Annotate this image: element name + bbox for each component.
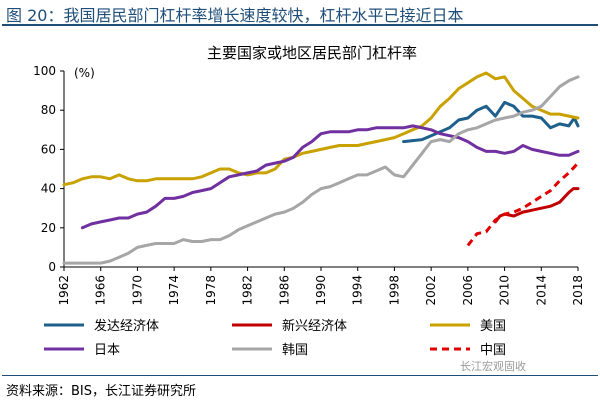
x-axis-ticks: 1962 1966 1970 1974 1978 1982 1986 1990 1994 1998… bbox=[57, 267, 585, 306]
source-note: 资料来源：BIS，长江证券研究所 bbox=[6, 384, 197, 399]
x-tick-label: 1970 bbox=[130, 275, 144, 306]
x-tick-label: 2014 bbox=[534, 275, 548, 306]
x-tick-label: 2010 bbox=[498, 275, 512, 306]
x-tick-label: 2018 bbox=[571, 275, 585, 306]
x-tick-label: 1982 bbox=[241, 275, 255, 306]
x-tick-label: 1990 bbox=[314, 275, 328, 306]
x-tick-label: 1974 bbox=[167, 275, 181, 306]
x-tick-label: 1978 bbox=[204, 275, 218, 306]
source-divider bbox=[2, 375, 598, 376]
legend-label: 发达经济体 bbox=[94, 318, 159, 334]
series-line-新兴经济体 bbox=[493, 187, 580, 224]
legend-label: 韩国 bbox=[282, 343, 308, 358]
x-tick-label: 1966 bbox=[94, 275, 108, 306]
y-tick-label: 100 bbox=[33, 64, 56, 78]
x-tick-label: 2002 bbox=[424, 275, 438, 306]
x-tick-label: 1962 bbox=[57, 275, 71, 306]
series-line-发达经济体 bbox=[402, 100, 580, 144]
series-lines bbox=[62, 71, 580, 265]
series-line-日本 bbox=[80, 124, 580, 230]
chart-title: 主要国家或地区居民部门杠杆率 bbox=[207, 44, 417, 62]
series-line-中国 bbox=[466, 162, 580, 247]
series-line-美国 bbox=[62, 71, 580, 187]
x-tick-label: 1994 bbox=[351, 275, 365, 306]
watermark: 长江宏观固收 bbox=[460, 360, 526, 373]
legend-label: 日本 bbox=[94, 343, 120, 358]
y-tick-label: 60 bbox=[41, 142, 56, 156]
legend-label: 美国 bbox=[480, 319, 506, 334]
x-tick-label: 1998 bbox=[387, 275, 401, 306]
line-chart: 主要国家或地区居民部门杠杆率 (%) 0 20 40 60 80 100 1962 1966… bbox=[33, 44, 585, 358]
y-tick-label: 0 bbox=[48, 260, 56, 274]
title-divider bbox=[2, 24, 598, 26]
y-tick-label: 80 bbox=[41, 103, 56, 117]
legend-label: 新兴经济体 bbox=[282, 318, 347, 334]
y-axis-ticks: 0 20 40 60 80 100 bbox=[33, 64, 64, 274]
x-tick-label: 1986 bbox=[277, 275, 291, 306]
series-line-韩国 bbox=[62, 75, 580, 265]
y-axis-unit: (%) bbox=[74, 66, 95, 80]
y-tick-label: 20 bbox=[41, 221, 56, 235]
legend-label: 中国 bbox=[480, 343, 506, 358]
figure-title: 图 20：我国居民部门杠杆率增长速度较快，杠杆水平已接近日本 bbox=[6, 6, 464, 25]
y-tick-label: 40 bbox=[41, 182, 56, 196]
x-tick-label: 2006 bbox=[461, 275, 475, 306]
